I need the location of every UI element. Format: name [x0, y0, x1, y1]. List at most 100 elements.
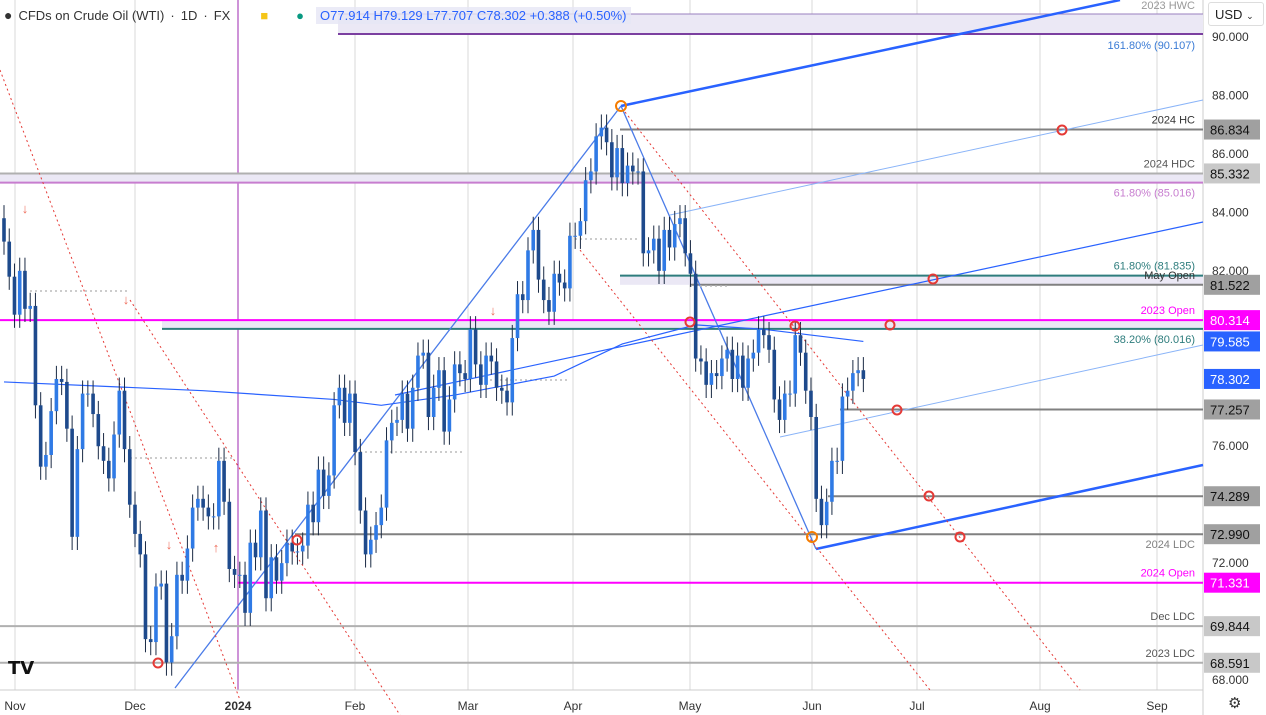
candle-body	[589, 171, 593, 181]
candle-body	[138, 533, 143, 555]
level-label: 2024 LDC	[1145, 539, 1195, 551]
candle-body	[494, 361, 499, 388]
candle-body	[426, 352, 431, 417]
candle-body	[730, 349, 735, 379]
price-tag	[1204, 310, 1260, 331]
candle-body	[683, 218, 687, 254]
x-tick-label: Nov	[4, 699, 25, 713]
channel-line-dotted	[0, 69, 241, 701]
candle-body	[856, 370, 860, 374]
pivot-marker-circle	[615, 100, 627, 112]
x-tick-label: Mar	[458, 699, 479, 713]
candle-body	[290, 542, 294, 552]
symbol-title[interactable]: CFDs on Crude Oil (WTI)	[18, 7, 165, 23]
candle-body	[175, 574, 179, 637]
candle-body	[342, 387, 347, 423]
candle-body	[143, 554, 148, 640]
candle-body	[835, 460, 839, 462]
price-tag-current	[1204, 331, 1260, 352]
ohlc-values: O77.914 H79.129 L77.707 C78.302 +0.388 (…	[316, 6, 631, 24]
candle-body	[222, 460, 226, 502]
candle-body	[395, 419, 399, 423]
candle-body	[562, 282, 567, 289]
candle-body	[300, 545, 305, 552]
candle-body	[348, 393, 352, 423]
touch-marker-circle	[684, 316, 696, 328]
candle-body	[845, 390, 850, 397]
candle-body	[500, 387, 504, 391]
flag-icon[interactable]: ■	[260, 7, 269, 23]
settings-icon[interactable]: ⚙	[1228, 695, 1242, 712]
x-tick-label: 2024	[225, 699, 252, 713]
touch-marker-circle	[884, 319, 896, 331]
candle-body	[295, 551, 300, 553]
candle-body	[28, 305, 32, 309]
candle-body	[196, 498, 200, 508]
candle-body	[306, 504, 310, 546]
candle-body	[615, 148, 619, 178]
candle-body	[447, 399, 452, 432]
x-tick-label: Sep	[1146, 699, 1168, 713]
x-tick-label: Feb	[345, 699, 366, 713]
candle-body	[452, 364, 457, 400]
may-open-band	[620, 275, 1203, 285]
interval[interactable]: 1D	[180, 7, 198, 23]
x-tick-label: May	[679, 699, 702, 713]
candle-body	[510, 338, 515, 403]
candle-body	[604, 127, 609, 143]
candle-body	[526, 250, 530, 301]
candle-body	[631, 165, 635, 172]
candle-body	[421, 352, 425, 356]
candle-body	[316, 469, 321, 523]
price-tag	[1204, 652, 1260, 673]
candle-body	[468, 329, 473, 379]
candle-body	[232, 568, 237, 575]
candle-body	[636, 171, 640, 173]
candle-body	[185, 548, 190, 581]
arrow-down-icon: ↓	[123, 292, 130, 307]
price-tag-label: 77.257	[1210, 402, 1250, 417]
parallel-line-light	[669, 99, 1204, 216]
candle-body	[311, 504, 315, 523]
candle-body	[169, 636, 174, 663]
candle-body	[620, 148, 625, 184]
candle-body	[96, 414, 101, 447]
candle-body	[7, 241, 12, 277]
candle-body	[258, 510, 263, 558]
price-tag-label: 86.834	[1210, 123, 1250, 138]
candle-body	[657, 238, 661, 271]
candle-body	[248, 542, 253, 613]
candle-body	[599, 127, 604, 137]
candle-body	[782, 393, 787, 420]
price-tag-label: 71.331	[1210, 576, 1250, 591]
candle-body	[159, 583, 163, 587]
candle-body	[651, 238, 656, 251]
candle-body	[442, 370, 446, 432]
candle-body	[803, 352, 808, 391]
candle-body	[767, 335, 771, 350]
currency-select[interactable]: USD ⌄	[1208, 2, 1264, 26]
candle-body	[704, 361, 708, 385]
pivot-marker-circle	[806, 531, 818, 543]
candle-body	[17, 270, 22, 315]
candle-body	[693, 273, 698, 359]
candle-body	[505, 390, 509, 403]
channel-line-dotted	[579, 249, 931, 691]
x-tick-label: Dec	[124, 699, 145, 713]
candle-body	[646, 250, 651, 254]
y-tick-label: 68.000	[1212, 673, 1249, 687]
candle-body	[201, 498, 205, 508]
y-tick-label: 82.000	[1212, 264, 1249, 278]
candle-body	[473, 329, 478, 365]
candle-body	[699, 358, 703, 362]
candle-body	[279, 563, 284, 581]
candle-body	[819, 498, 824, 526]
trendline-upper	[620, 0, 1121, 108]
x-tick-label: Jun	[802, 699, 821, 713]
parallel-line-light	[779, 344, 1204, 438]
price-tag-current-label: 79.585	[1210, 334, 1250, 349]
candle-body	[515, 294, 520, 339]
candle-body	[777, 399, 782, 420]
touch-marker-circle	[927, 273, 939, 285]
